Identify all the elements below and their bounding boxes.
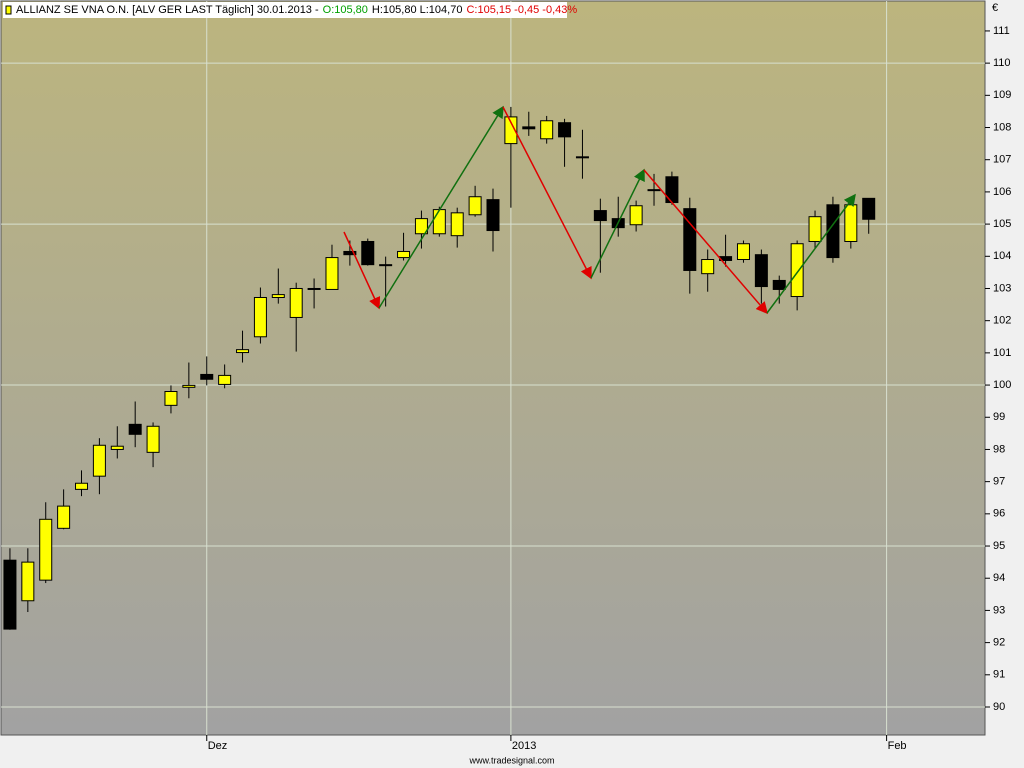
arrow <box>643 169 768 315</box>
candle-body <box>701 259 715 275</box>
y-tick-label: 97 <box>993 476 1005 488</box>
candle-body <box>790 243 804 298</box>
candle-body <box>110 445 124 450</box>
candle-body <box>504 116 518 145</box>
candle-body <box>200 373 214 380</box>
candle-body <box>450 212 464 237</box>
candle-body <box>92 444 106 477</box>
y-tick-label: 107 <box>993 154 1011 166</box>
x-tick-label: Feb <box>888 740 907 752</box>
candle-body <box>558 122 572 138</box>
chart-title: ALLIANZ SE VNA O.N. [ALV GER LAST Täglic… <box>16 4 577 16</box>
candle-body <box>397 250 411 259</box>
candle-body <box>218 374 232 385</box>
candle-body <box>39 518 53 581</box>
candle-body <box>379 264 393 267</box>
x-tick-label: 2013 <box>512 740 536 752</box>
y-tick-label: 90 <box>993 701 1005 713</box>
candle-body <box>3 559 17 630</box>
candle-body <box>522 126 536 130</box>
y-tick-label: 96 <box>993 508 1005 520</box>
candle-body <box>593 210 607 222</box>
y-tick-label: 109 <box>993 89 1011 101</box>
y-tick-label: 99 <box>993 411 1005 423</box>
y-tick-label: 100 <box>993 379 1011 391</box>
y-tick-label: 105 <box>993 218 1011 230</box>
arrow <box>766 193 856 314</box>
candle-body <box>683 208 697 271</box>
trend-arrows <box>343 105 856 315</box>
arrow <box>590 168 645 279</box>
candle-body <box>289 287 303 318</box>
candle-body <box>75 482 89 490</box>
y-tick-label: 110 <box>993 57 1011 69</box>
candle-body <box>754 254 768 288</box>
arrow <box>378 105 504 309</box>
candle-body <box>57 505 71 529</box>
legend-icon <box>5 5 12 15</box>
candle-body <box>432 209 446 235</box>
candle-body <box>468 196 482 216</box>
footer: www.tradesignal.com <box>468 755 554 765</box>
title-part: O:105,80 <box>323 4 368 16</box>
candle-body <box>647 189 661 192</box>
y-tick-label: 102 <box>993 315 1011 327</box>
title-part: H:105,80 L:104,70 <box>372 4 463 16</box>
title-box <box>3 2 567 18</box>
y-tick-label: 91 <box>993 669 1005 681</box>
candle-body <box>21 561 35 602</box>
candle-body <box>629 205 643 226</box>
candle-body <box>486 199 500 232</box>
candle-body <box>236 349 250 354</box>
y-tick-label: 92 <box>993 637 1005 649</box>
y-tick-label: 95 <box>993 540 1005 552</box>
candle-body <box>146 425 160 453</box>
y-tick-label: 101 <box>993 347 1011 359</box>
y-tick-label: 93 <box>993 604 1005 616</box>
candle-body <box>182 384 196 388</box>
candle-body <box>128 423 142 435</box>
candle-body <box>844 204 858 242</box>
candle-body <box>253 296 267 338</box>
candle-body <box>808 216 822 242</box>
y-tick-label: 98 <box>993 443 1005 455</box>
candle-body <box>307 287 321 290</box>
candle-body <box>414 218 428 235</box>
y-tick-label: 94 <box>993 572 1005 584</box>
candle-body <box>361 240 375 266</box>
x-tick-label: Dez <box>208 740 228 752</box>
y-tick-label: 104 <box>993 250 1011 262</box>
arrow <box>343 231 381 310</box>
y-tick-label: 108 <box>993 121 1011 133</box>
candle-body <box>826 204 840 259</box>
candle-body <box>271 294 285 298</box>
candle-body <box>325 257 339 290</box>
candle-body <box>575 156 589 159</box>
y-tick-label: 106 <box>993 186 1011 198</box>
candle-body <box>164 391 178 406</box>
candle-body <box>540 120 554 140</box>
title-part: C:105,15 -0,45 -0,43% <box>466 4 577 16</box>
arrow <box>502 106 592 280</box>
candle-body <box>736 243 750 261</box>
y-tick-label: 111 <box>993 25 1010 37</box>
candle-body <box>772 279 786 290</box>
currency: € <box>992 2 998 14</box>
candle-body <box>862 197 876 220</box>
plot-area <box>0 0 986 736</box>
y-tick-label: 103 <box>993 282 1011 294</box>
title-part: ALLIANZ SE VNA O.N. [ALV GER LAST Täglic… <box>16 4 319 16</box>
candle-body <box>343 250 357 256</box>
